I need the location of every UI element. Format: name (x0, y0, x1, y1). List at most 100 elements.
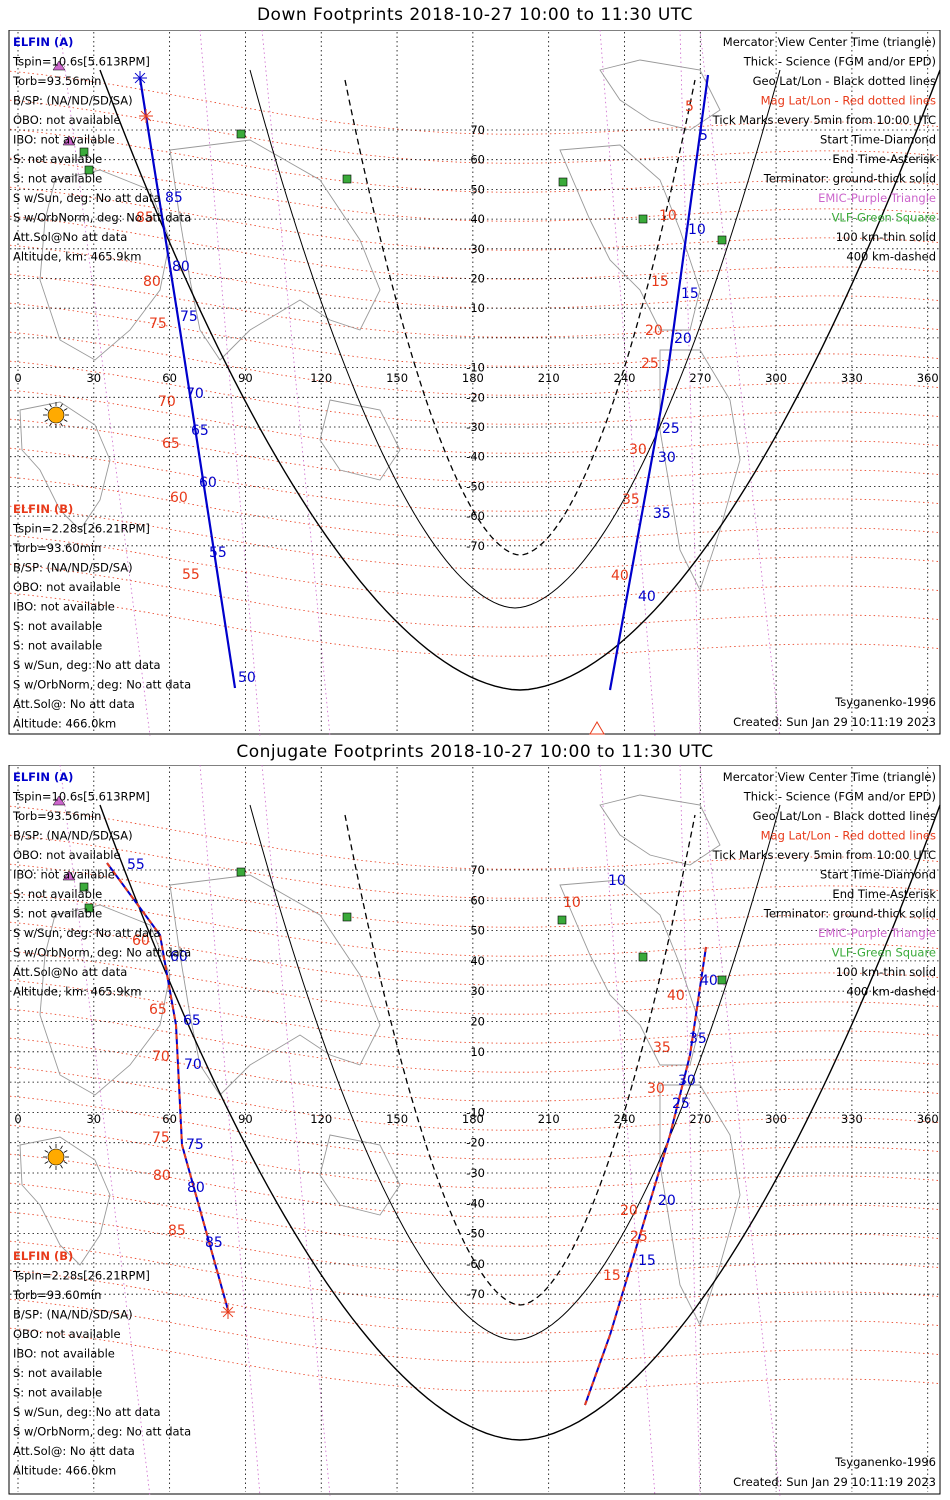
elfin-a-info-line: Tspin=10.6s[5.613RPM] (12, 790, 150, 804)
mag-lat-line (9, 863, 941, 928)
lon-tick-label: 330 (841, 1112, 863, 1126)
track-b-east-time-label: 10 (563, 895, 581, 911)
lat-tick-label: 30 (470, 984, 485, 998)
green-square-icon (84, 903, 94, 913)
elfin-a-info-line: S: not available (13, 172, 102, 186)
green-square-icon (79, 882, 89, 892)
elfin-a-info-line: Att.Sol@No att data (13, 965, 127, 979)
elfin-a-info-line: B/SP: (NA/ND/SD/SA) (13, 829, 133, 843)
lat-tick-label: -40 (466, 450, 485, 464)
green-square-icon (342, 174, 352, 184)
elfin-b-info-line: B/SP: (NA/ND/SD/SA) (13, 1308, 133, 1322)
legend-line: Terminator: ground-thick solid (763, 907, 936, 921)
lon-tick-label: 210 (538, 371, 560, 385)
sun-ray (49, 422, 52, 427)
sun-ray (49, 403, 52, 408)
sun-ray (63, 408, 68, 411)
track-a-time-label: 70 (186, 386, 204, 402)
elfin-a-info-line: IBO: not available (13, 133, 115, 147)
legend-line: VLF-Green Square (832, 211, 936, 225)
lat-tick-label: -70 (466, 1287, 485, 1301)
mag-lat-line (9, 1008, 941, 1073)
mag-lat-line (9, 360, 941, 425)
mag-lat-line (9, 128, 941, 193)
lon-tick-label: 30 (86, 1112, 101, 1126)
model-label: Tsyganenko-1996 (834, 695, 936, 709)
purple-triangle-icon (62, 870, 76, 881)
mag-lat-line (9, 186, 941, 251)
lon-tick-label: 120 (310, 371, 332, 385)
panel1-title: Down Footprints 2018-10-27 10:00 to 11:3… (256, 5, 694, 25)
lon-tick-label: 150 (386, 1112, 408, 1126)
elfin-a-info-line: OBO: not available (13, 113, 121, 127)
mag-lat-line (9, 157, 941, 222)
elfin-b-info-line: Torb=93.60min (12, 541, 101, 555)
mag-lat-line (9, 1066, 941, 1131)
elfin-a-info-line: ELFIN (A) (13, 770, 73, 784)
mag-lat-line (9, 273, 941, 338)
continent-outline (659, 349, 741, 592)
continent-outline (39, 904, 171, 1096)
mag-lat-line (9, 476, 941, 541)
track-a-east-time-label: 25 (662, 421, 680, 437)
sun-ray (44, 408, 49, 411)
lon-tick-label: 60 (162, 371, 177, 385)
track-b-time-label: 70 (152, 1049, 170, 1065)
mag-lat-line (9, 921, 941, 986)
track-b-east-time-label: 15 (651, 274, 669, 290)
elfin-b-info-line: Tspin=2.28s[26.21RPM] (12, 522, 150, 536)
elfin-a-info-line: ELFIN (A) (13, 35, 73, 49)
lon-tick-label: 360 (917, 371, 939, 385)
panel2-title: Conjugate Footprints 2018-10-27 10:00 to… (236, 742, 714, 762)
elfin-a-info-line: IBO: not available (13, 868, 115, 882)
green-square-icon (79, 147, 89, 157)
legend-line: Geo Lat/Lon - Black dotted lines (753, 809, 936, 823)
asterisk-icon (139, 109, 153, 123)
elfin-b-info-line: Att.Sol@: No att data (13, 1444, 135, 1458)
track-a-time-label: 60 (170, 949, 188, 965)
mag-lat-line (9, 834, 941, 899)
track-b-east-time-label: 25 (630, 1229, 648, 1245)
track-a-time-label: 65 (191, 423, 209, 439)
legend-line: Start Time-Diamond (820, 133, 936, 147)
lon-tick-label: 270 (689, 1112, 711, 1126)
mag-lat-line (9, 1327, 941, 1392)
elfin-a-info-line: S: not available (13, 907, 102, 921)
model-label: Tsyganenko-1996 (834, 1455, 936, 1469)
track-a-time-label: 75 (180, 309, 198, 325)
elfin-b-info-line: Att.Sol@: No att data (13, 697, 135, 711)
elfin-a-info-line: S w/Sun, deg: No att data (13, 191, 161, 205)
terminator-ground (99, 69, 941, 691)
lon-tick-label: 360 (917, 1112, 939, 1126)
legend-line: 400 km-dashed (846, 985, 936, 999)
sun-icon (43, 1144, 69, 1170)
legend-line: 400 km-dashed (846, 250, 936, 264)
sun-ray (63, 1150, 68, 1153)
track-a-east-time-label: 35 (653, 506, 671, 522)
center-triangle-icon (589, 721, 605, 735)
asterisk-stroke (222, 1306, 234, 1318)
track-b-east-time-label: 35 (653, 1040, 671, 1056)
terminator-100km (249, 69, 781, 609)
lat-tick-label: -10 (466, 1105, 485, 1119)
mag-lat-line (9, 592, 941, 657)
track-b-east-time-label: 35 (622, 492, 640, 508)
mag-lat-line (9, 534, 941, 599)
track-b-east-time-label: 30 (647, 1081, 665, 1097)
purple-triangle-icon (62, 135, 76, 146)
elfin-a-info-line: Tspin=10.6s[5.613RPM] (12, 55, 150, 69)
track-a-time-label: 55 (127, 857, 145, 873)
green-square-icon (638, 214, 648, 224)
sun-ray (44, 1161, 49, 1164)
lat-tick-label: 50 (470, 924, 485, 938)
map-frame (8, 30, 941, 735)
lon-tick-label: 180 (462, 371, 484, 385)
sun-ray (49, 1145, 52, 1150)
lon-tick-label: 60 (162, 1112, 177, 1126)
lat-tick-label: -30 (466, 1166, 485, 1180)
mag-lat-line (9, 215, 941, 280)
lat-tick-label: 50 (470, 182, 485, 196)
mag-lat-line (9, 1182, 941, 1247)
green-square-icon (84, 165, 94, 175)
green-square-icon (717, 975, 727, 985)
